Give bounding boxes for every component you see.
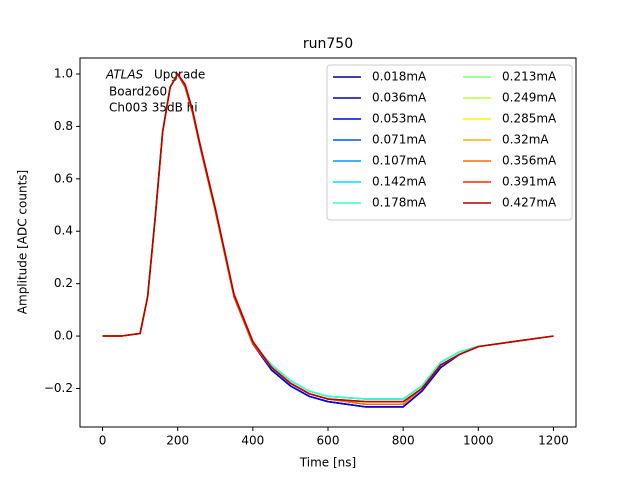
legend: 0.018mA 0.036mA 0.053mA 0.071mA 0.107mA 0.142… [326,64,573,221]
y-tick-label: 0.6 [54,171,73,185]
legend-label: 0.356mA [502,154,557,168]
annotation: Board260 [109,85,167,99]
legend-label: 0.32mA [502,133,549,147]
y-tick-label: 0.0 [54,329,73,343]
y-tick-label: 0.4 [54,224,73,238]
legend-label: 0.107mA [372,154,427,168]
x-tick-label: 400 [241,434,264,448]
legend-label: 0.213mA [502,70,557,84]
x-tick-label: 200 [166,434,189,448]
chart-title: run750 [303,36,353,52]
y-tick-label: 1.0 [54,66,73,80]
x-axis-label: Time [ns] [299,456,356,470]
annotation: Upgrade [154,68,205,82]
legend-label: 0.285mA [502,112,557,126]
x-tick-label: 0 [99,434,107,448]
legend-label: 0.053mA [372,112,427,126]
x-tick-label: 1200 [538,434,569,448]
legend-frame [326,64,573,221]
legend-label: 0.427mA [502,196,557,210]
annotation-experiment: ATLAS [105,68,144,82]
x-tick-label: 1000 [463,434,494,448]
y-tick-label: 0.8 [54,119,73,133]
legend-label: 0.071mA [372,133,427,147]
x-tick-label: 600 [317,434,340,448]
legend-label: 0.391mA [502,175,557,189]
legend-label: 0.178mA [372,196,427,210]
legend-label: 0.036mA [372,91,427,105]
series-line [102,72,554,403]
legend-label: 0.249mA [502,91,557,105]
y-tick-label: 0.2 [54,276,73,290]
legend-label: 0.018mA [372,70,427,84]
x-tick-label: 800 [392,434,415,448]
annotation: Ch003 35dB hi [109,101,198,115]
y-tick-label: −0.2 [44,381,73,395]
plot-frame [79,57,577,428]
y-axis-label: Amplitude [ADC counts] [16,170,30,314]
legend-label: 0.142mA [372,175,427,189]
